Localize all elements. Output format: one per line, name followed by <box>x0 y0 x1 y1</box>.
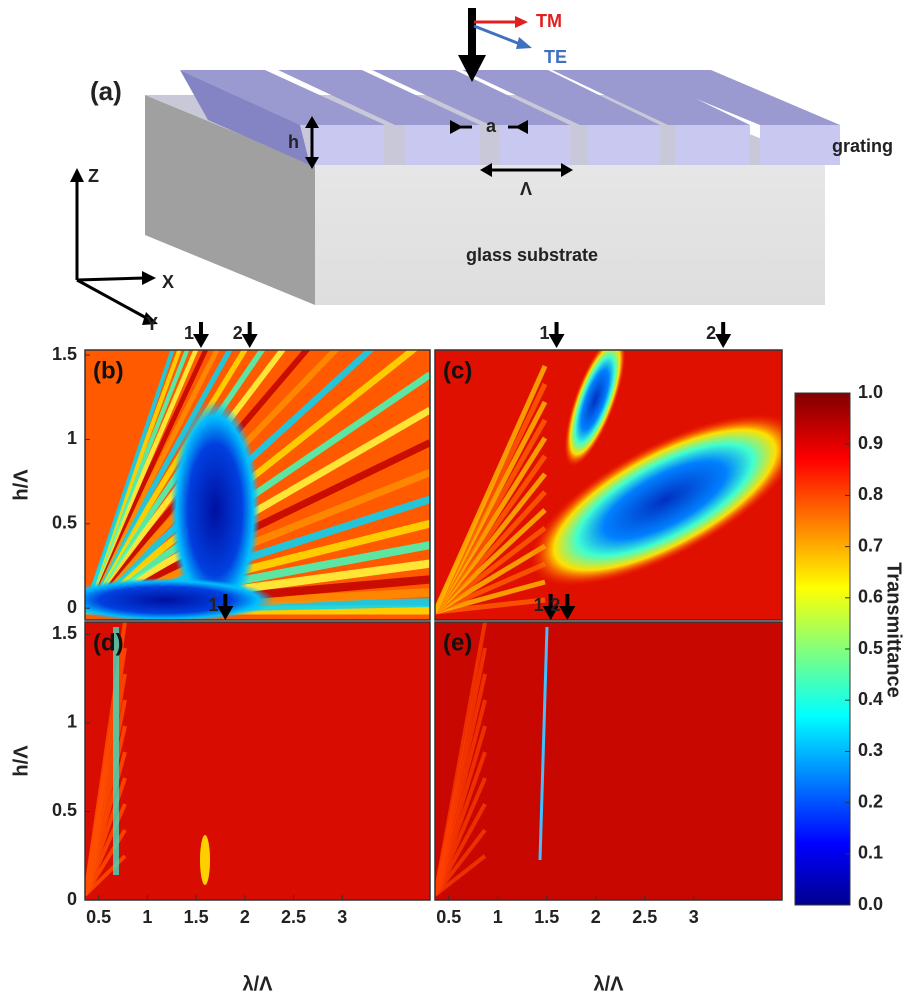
x-tick-label: 1.5 <box>534 907 559 927</box>
annotation-label: 2 <box>233 323 243 343</box>
substrate-label: glass substrate <box>466 245 598 265</box>
grating-label: grating <box>832 136 893 156</box>
x-axis-label: λ/Λ <box>242 973 273 995</box>
y-tick-label: 1 <box>67 712 77 732</box>
annotation-arrow <box>193 322 209 348</box>
annotation-label: 2 <box>550 595 560 615</box>
heatmap-bg <box>85 622 430 900</box>
heatmap-band <box>200 835 210 885</box>
x-tick-label: 2.5 <box>632 907 657 927</box>
colorbar-tick-label: 0.9 <box>858 433 883 453</box>
x-axis-label: λ/Λ <box>593 973 624 995</box>
y-tick-label: 0.5 <box>52 513 77 533</box>
annotation-label: 1 <box>208 595 218 615</box>
y-tick-label: 1.5 <box>52 344 77 364</box>
panel-label: (a) <box>90 76 122 106</box>
y-axis-label: h/Λ <box>10 469 32 501</box>
heatmap <box>85 622 430 900</box>
annotation-label: 1 <box>534 595 544 615</box>
colorbar-tick-label: 0.3 <box>858 740 883 760</box>
tm-label: TM <box>536 11 562 31</box>
heatmap <box>435 622 782 900</box>
x-tick-label: 2 <box>240 907 250 927</box>
panel-label: (c) <box>443 357 472 384</box>
te-label: TE <box>544 47 567 67</box>
x-tick-label: 2 <box>591 907 601 927</box>
annotation-label: 2 <box>706 323 716 343</box>
panel-label: (d) <box>93 629 124 656</box>
x-tick-label: 0.5 <box>436 907 461 927</box>
y-tick-label: 1.5 <box>52 623 77 643</box>
annotation-arrow <box>549 322 565 348</box>
x-tick-label: 3 <box>689 907 699 927</box>
heatmap-bg <box>435 622 782 900</box>
a-label: a <box>486 116 497 136</box>
colorbar-tick-label: 0.6 <box>858 587 883 607</box>
x-tick-label: 1 <box>493 907 503 927</box>
x-tick-label: 2.5 <box>281 907 306 927</box>
colorbar-tick-label: 1.0 <box>858 382 883 402</box>
colorbar-tick-label: 0.5 <box>858 638 883 658</box>
y-axis-label: h/Λ <box>10 745 32 777</box>
x-label: X <box>162 272 174 292</box>
annotation-label: 1 <box>540 323 550 343</box>
colorbar-tick-label: 0.4 <box>858 689 883 709</box>
colorbar-label: Transmittance <box>883 562 905 698</box>
panel-label: (e) <box>443 629 472 656</box>
colorbar-tick-label: 0.7 <box>858 535 883 555</box>
panel-label: (b) <box>93 357 124 384</box>
period-label: Λ <box>520 179 532 199</box>
y-tick-label: 0 <box>67 597 77 617</box>
heatmap-band <box>55 578 275 622</box>
x-tick-label: 3 <box>337 907 347 927</box>
annotation-label: 1 <box>184 323 194 343</box>
figure: (a) TM TE h a Λ grating glass substrate … <box>0 0 908 1002</box>
heatmap-band <box>113 627 119 875</box>
x-tick-label: 1.5 <box>184 907 209 927</box>
h-label: h <box>288 132 299 152</box>
schematic: (a) TM TE h a Λ grating glass substrate … <box>70 8 893 334</box>
y-tick-label: 0 <box>67 889 77 909</box>
colorbar-tick-label: 0.2 <box>858 791 883 811</box>
x-tick-label: 1 <box>142 907 152 927</box>
y-tick-label: 1 <box>67 428 77 448</box>
colorbar-tick-label: 0.0 <box>858 894 883 914</box>
y-label: Y <box>146 314 158 334</box>
colorbar <box>795 393 850 905</box>
annotation-arrow <box>242 322 258 348</box>
colorbar-tick-label: 0.8 <box>858 484 883 504</box>
colorbar-tick-label: 0.1 <box>858 843 883 863</box>
annotation-arrow <box>715 322 731 348</box>
x-tick-label: 0.5 <box>86 907 111 927</box>
y-tick-label: 0.5 <box>52 800 77 820</box>
z-label: Z <box>88 166 99 186</box>
heatmap <box>435 327 823 620</box>
